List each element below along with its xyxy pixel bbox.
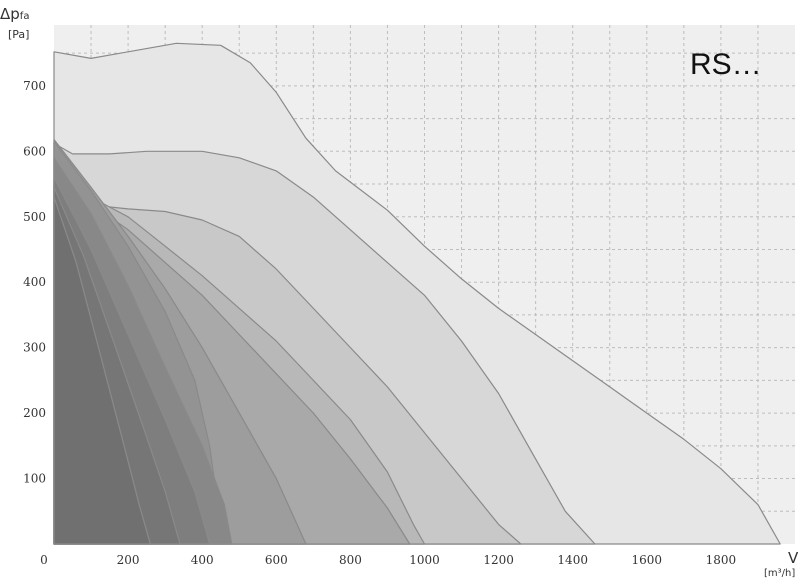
fan-curve-areas — [53, 42, 781, 545]
x-axis-label: V — [788, 549, 799, 567]
y-tick-label: 700 — [23, 79, 46, 93]
y-axis-label: Δpfa — [0, 5, 29, 23]
x-axis-unit: [m³/h] — [764, 568, 795, 578]
y-tick-label: 400 — [23, 275, 46, 289]
y-tick-label: 600 — [23, 144, 46, 158]
x-tick-label: 800 — [339, 553, 362, 567]
y-tick-label: 300 — [23, 341, 46, 355]
x-tick-label: 0 — [40, 553, 48, 567]
x-tick-label: 1400 — [557, 553, 588, 567]
series-area-11 — [53, 196, 151, 545]
y-tick-labels: 100 200 300 400 500 600 700 — [23, 79, 46, 486]
series-badge: RS… — [690, 48, 762, 81]
y-axis-unit: [Pa] — [8, 28, 29, 41]
y-tick-label: 100 — [23, 472, 46, 486]
y-tick-label: 200 — [23, 406, 46, 420]
x-tick-label: 200 — [117, 553, 140, 567]
x-tick-label: 1800 — [706, 553, 737, 567]
y-tick-label: 500 — [23, 210, 46, 224]
x-tick-label: 1000 — [409, 553, 440, 567]
x-tick-label: 400 — [191, 553, 214, 567]
x-tick-label: 1200 — [483, 553, 514, 567]
x-tick-label: 1600 — [632, 553, 663, 567]
x-tick-labels: 0 200 400 600 800 1000 1200 1400 1600 1800 — [40, 553, 736, 567]
x-tick-label: 600 — [265, 553, 288, 567]
